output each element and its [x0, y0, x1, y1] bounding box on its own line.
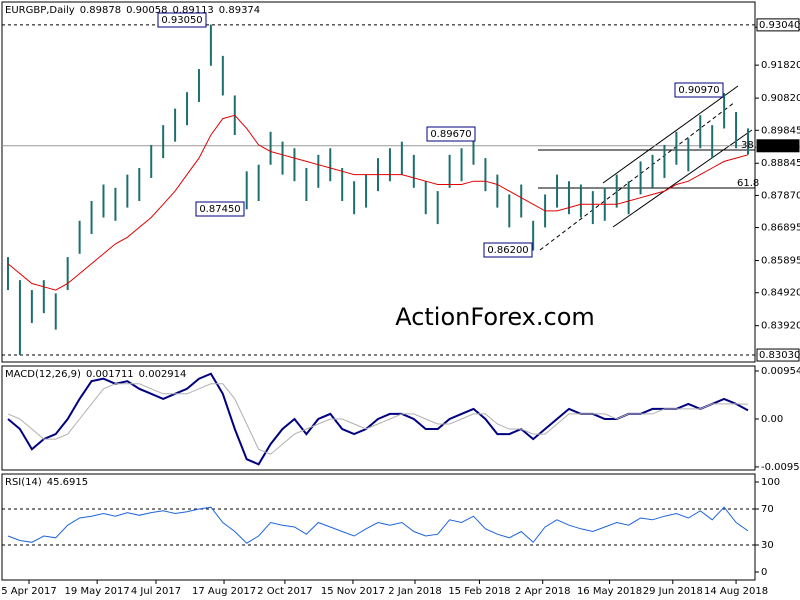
- level-box: [756, 18, 800, 32]
- header-value: 0.89374: [219, 5, 260, 16]
- panel-title-text: EURGBP,Daily: [5, 5, 75, 16]
- channel-upper: [602, 85, 739, 184]
- y-tick-label: 0.91820: [761, 60, 800, 71]
- y-tick-label: 0.85895: [761, 256, 800, 267]
- header-value: 0.89113: [172, 5, 213, 16]
- x-tick-label: 19 May 2017: [65, 586, 130, 597]
- x-tick-label: 29 Jun 2018: [643, 586, 703, 597]
- x-tick-label: 2 Oct 2017: [257, 586, 312, 597]
- annotation: 0.90970: [678, 85, 719, 96]
- level-box: [756, 139, 800, 153]
- y-tick-label: 0.00: [761, 414, 783, 425]
- panel-title: EURGBP,Daily 0.89878 0.90058 0.89113 0.89374: [5, 5, 260, 16]
- annotation-box: [483, 242, 533, 258]
- header-value: 0.001711: [86, 369, 134, 380]
- fib-label: 38.2: [741, 140, 763, 151]
- y-tick-label: 100: [761, 477, 780, 488]
- y-tick-label: 0.86895: [761, 223, 800, 234]
- panel-title-text: MACD(12,26,9): [5, 369, 81, 380]
- x-tick-label: 15 Nov 2017: [321, 586, 385, 597]
- y-tick-label: -0.00953: [761, 462, 800, 473]
- annotation-box: [426, 126, 476, 142]
- series-line: [7, 114, 749, 291]
- x-tick-label: 17 Aug 2017: [192, 586, 256, 597]
- panel-title-text: RSI(14): [5, 477, 42, 488]
- level-label: 0.89374: [759, 141, 800, 152]
- x-tick-label: 16 May 2018: [577, 586, 642, 597]
- y-tick-label: 0.90820: [761, 93, 800, 104]
- level-label: 0.83030: [759, 350, 800, 361]
- y-tick-label: 30: [761, 540, 774, 551]
- x-tick-label: 2 Apr 2018: [515, 586, 570, 597]
- annotation: 0.93050: [161, 15, 202, 26]
- panel-title: RSI(14) 45.6915: [5, 477, 88, 488]
- level-label: 0.93040: [759, 20, 800, 31]
- y-tick-label: 0.89845: [761, 125, 800, 136]
- y-tick-label: 0.84920: [761, 288, 800, 299]
- annotation-box: [195, 201, 245, 217]
- panel-title: MACD(12,26,9) 0.001711 0.002914: [5, 369, 186, 380]
- trend-lines: [538, 85, 755, 251]
- annotation-box: [674, 82, 724, 98]
- x-tick-label: 5 Apr 2017: [1, 586, 56, 597]
- y-tick-label: 0.83920: [761, 321, 800, 332]
- panel-frame: [1, 473, 756, 581]
- header-value: 0.89878: [80, 5, 121, 16]
- series-line: [7, 372, 749, 466]
- panel-frame: [1, 365, 756, 471]
- y-tick-label: 0.88845: [761, 158, 800, 169]
- panel-frame: [1, 1, 756, 363]
- x-tick-label: 15 Feb 2018: [448, 586, 510, 597]
- annotation: 0.86200: [487, 245, 528, 256]
- y-tick-label: 0.00954: [761, 366, 800, 377]
- y-tick-label: 70: [761, 504, 774, 515]
- header-value: 0.90058: [126, 5, 167, 16]
- y-tick-label: 0: [761, 567, 767, 578]
- series-line: [7, 506, 749, 544]
- channel-lower: [612, 129, 753, 228]
- x-tick-label: 4 Jul 2017: [131, 586, 181, 597]
- level-box: [756, 348, 800, 362]
- watermark: ActionForex.com: [395, 303, 595, 331]
- x-tick-label: 2 Jan 2018: [388, 586, 442, 597]
- annotation-box: [157, 12, 207, 28]
- annotation: 0.89670: [430, 129, 471, 140]
- x-tick-label: 14 Aug 2018: [704, 586, 768, 597]
- panel: 0.00954 0.00 -0.00953 MACD(12,26,9) 0.001711…: [1, 365, 800, 473]
- channel-mid: [539, 101, 736, 251]
- panel: 0.929700.918200.908200.898450.888450.878…: [1, 1, 800, 363]
- annotation: 0.87450: [199, 204, 240, 215]
- header-value: 45.6915: [47, 477, 88, 488]
- series-line: [7, 383, 749, 455]
- header-value: 0.002914: [139, 369, 187, 380]
- fib-label: 61.8: [737, 178, 759, 189]
- panel: 100 70 30 0 RSI(14) 45.6915 5 Apr 2017 19 May 2…: [1, 473, 780, 597]
- y-tick-label: 0.87870: [761, 190, 800, 201]
